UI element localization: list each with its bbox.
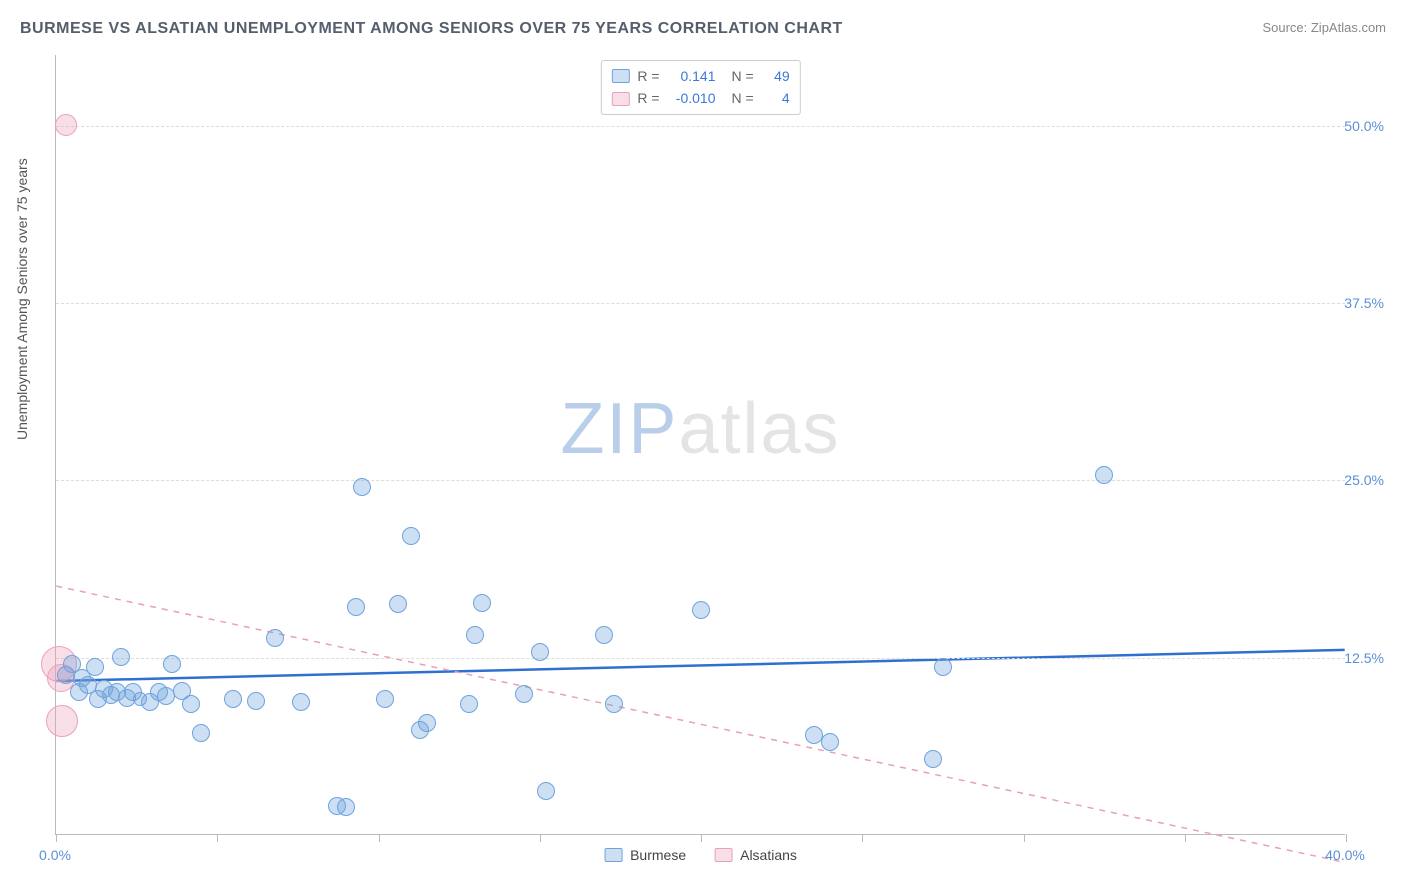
plot-area: ZIPatlas R =0.141N =49R =-0.010N =4 Burm…	[55, 55, 1345, 835]
burmese-point	[595, 626, 613, 644]
burmese-point	[1095, 466, 1113, 484]
burmese-point	[224, 690, 242, 708]
burmese-point	[531, 643, 549, 661]
legend-corr-row-alsatians: R =-0.010N =4	[611, 87, 789, 109]
burmese-point	[112, 648, 130, 666]
burmese-point	[515, 685, 533, 703]
y-tick-label: 25.0%	[1344, 472, 1384, 488]
burmese-point	[182, 695, 200, 713]
x-tick	[56, 834, 57, 842]
burmese-point	[247, 692, 265, 710]
burmese-point	[292, 693, 310, 711]
burmese-point	[924, 750, 942, 768]
legend-series-burmese: Burmese	[604, 844, 686, 866]
burmese-point	[934, 658, 952, 676]
burmese-point	[466, 626, 484, 644]
x-tick	[862, 834, 863, 842]
gridline-h	[56, 480, 1345, 481]
burmese-point	[353, 478, 371, 496]
burmese-point	[389, 595, 407, 613]
burmese-point	[402, 527, 420, 545]
alsatians-point	[46, 705, 78, 737]
burmese-point	[537, 782, 555, 800]
burmese-point	[347, 598, 365, 616]
burmese-point	[192, 724, 210, 742]
alsatians-point	[55, 114, 77, 136]
burmese-point	[266, 629, 284, 647]
chart-title: BURMESE VS ALSATIAN UNEMPLOYMENT AMONG S…	[20, 20, 843, 38]
x-tick-label: 0.0%	[39, 847, 71, 863]
burmese-swatch	[611, 69, 629, 83]
x-tick	[379, 834, 380, 842]
x-tick-label: 40.0%	[1325, 847, 1365, 863]
alsatians-trendline	[56, 586, 1344, 862]
x-tick	[217, 834, 218, 842]
y-tick-label: 12.5%	[1344, 650, 1384, 666]
legend-corr-row-burmese: R =0.141N =49	[611, 65, 789, 87]
alsatians-swatch	[611, 92, 629, 106]
source-label: Source: ZipAtlas.com	[1262, 20, 1386, 35]
x-tick	[1346, 834, 1347, 842]
y-axis-label: Unemployment Among Seniors over 75 years	[14, 158, 30, 440]
burmese-point	[418, 714, 436, 732]
legend-correlation: R =0.141N =49R =-0.010N =4	[600, 60, 800, 115]
burmese-point	[86, 658, 104, 676]
burmese-swatch	[604, 848, 622, 862]
legend-series-alsatians: Alsatians	[714, 844, 797, 866]
burmese-point	[692, 601, 710, 619]
burmese-point	[605, 695, 623, 713]
x-tick	[701, 834, 702, 842]
legend-series: Burmese Alsatians	[604, 844, 797, 866]
y-tick-label: 37.5%	[1344, 295, 1384, 311]
burmese-point	[337, 798, 355, 816]
trend-lines-layer	[56, 55, 1345, 834]
gridline-h	[56, 126, 1345, 127]
burmese-point	[163, 655, 181, 673]
x-tick	[1185, 834, 1186, 842]
burmese-point	[473, 594, 491, 612]
burmese-point	[460, 695, 478, 713]
x-tick	[540, 834, 541, 842]
gridline-h	[56, 303, 1345, 304]
burmese-point	[821, 733, 839, 751]
gridline-h	[56, 658, 1345, 659]
burmese-trendline	[56, 650, 1344, 681]
x-tick	[1024, 834, 1025, 842]
y-tick-label: 50.0%	[1344, 118, 1384, 134]
burmese-point	[376, 690, 394, 708]
alsatians-swatch	[714, 848, 732, 862]
